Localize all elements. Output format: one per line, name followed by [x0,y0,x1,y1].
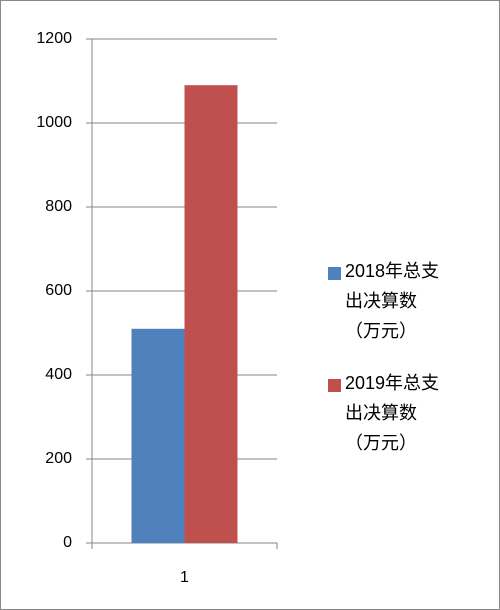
y-tick-label: 600 [45,282,72,299]
y-tick-label: 0 [63,534,72,551]
y-tick-label: 1200 [36,30,72,47]
y-tick-label: 1000 [36,114,72,131]
y-tick-label: 400 [45,366,72,383]
legend-label: 2019年总支出决算数（万元） [345,373,440,453]
y-tick-label: 200 [45,450,72,467]
y-tick-label: 800 [45,198,72,215]
legend-swatch [328,379,341,392]
legend-item: 2019年总支出决算数（万元） [328,373,445,458]
legend-label: 2018年总支出决算数（万元） [345,261,440,341]
x-tick-label: 1 [180,569,189,586]
legend-item: 2018年总支出决算数（万元） [328,261,445,346]
bar [184,85,238,543]
legend-swatch [328,267,341,280]
bar [131,328,185,543]
